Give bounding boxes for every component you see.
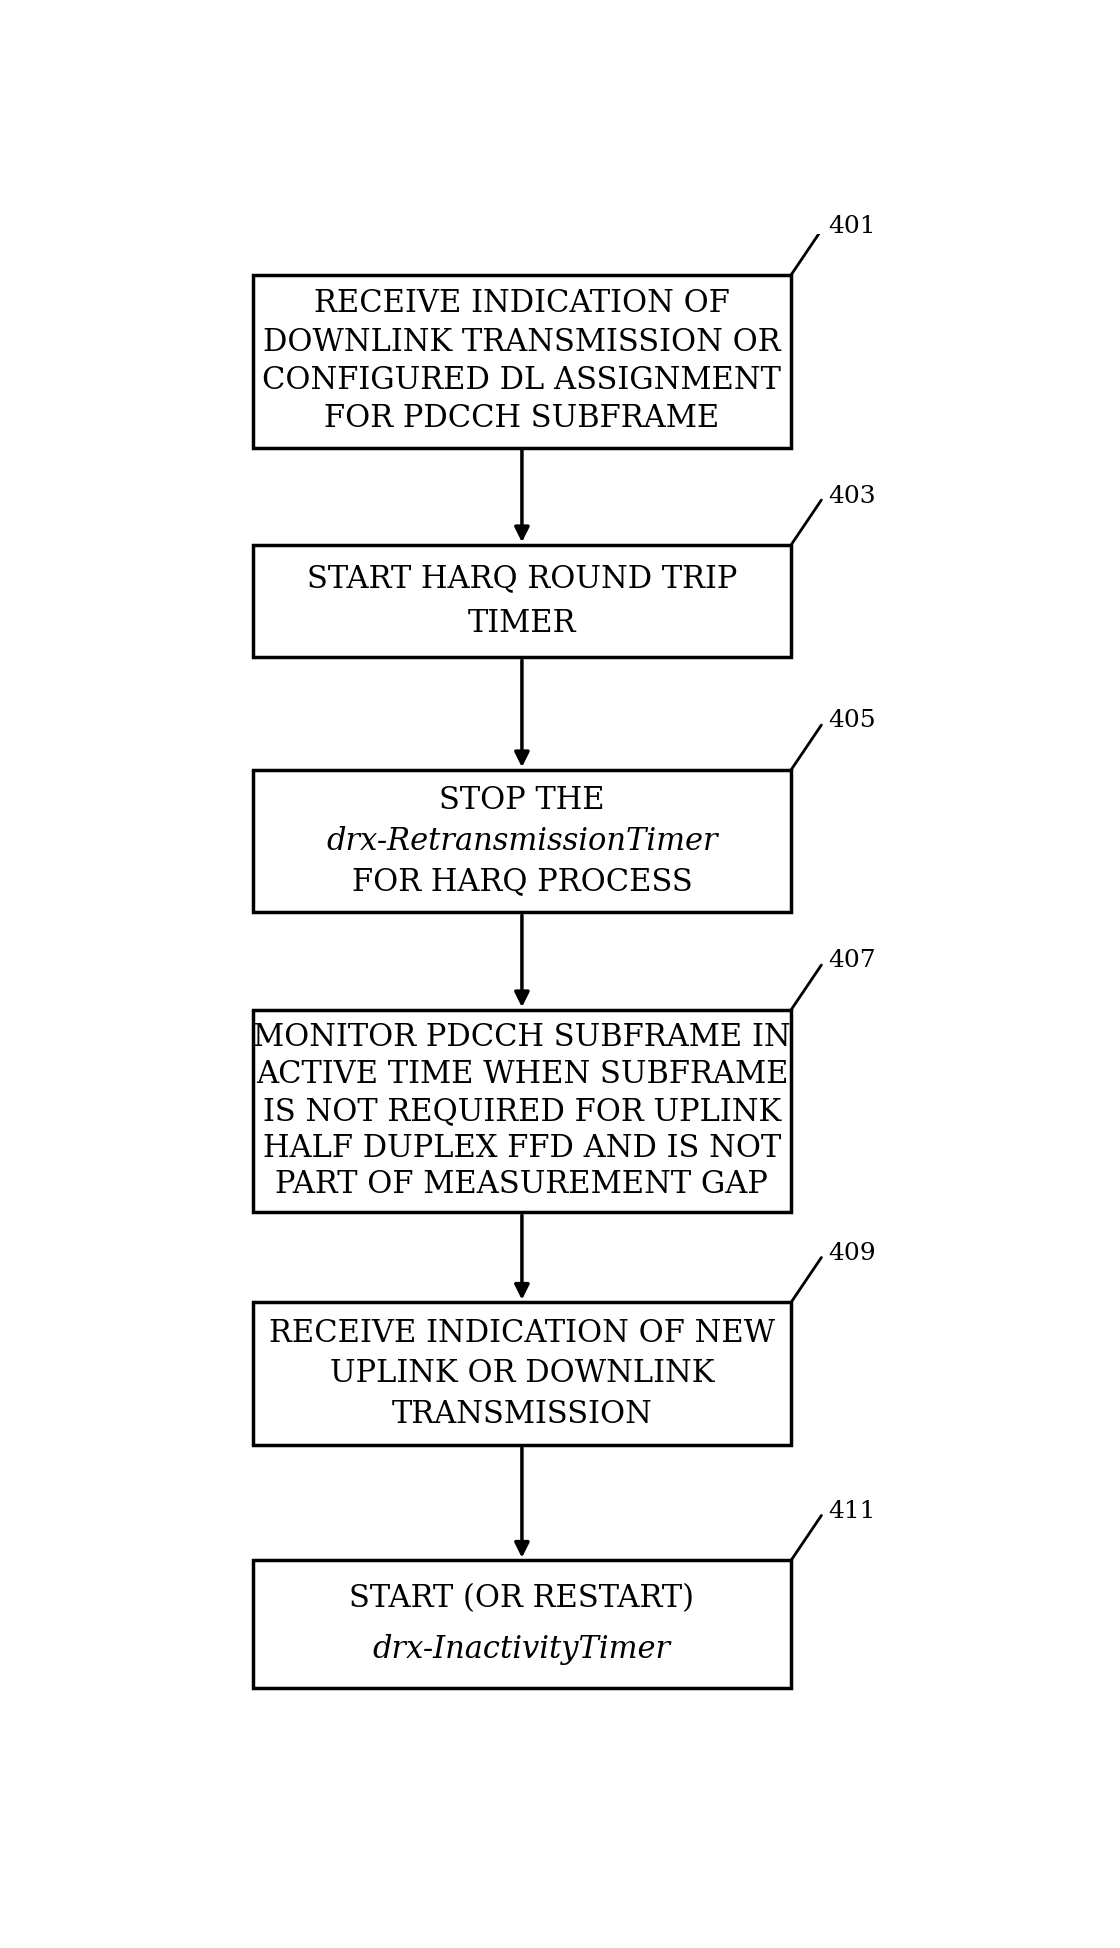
Text: drx-RetransmissionTimer: drx-RetransmissionTimer [326, 826, 718, 857]
Text: TIMER: TIMER [468, 608, 576, 639]
Text: START HARQ ROUND TRIP: START HARQ ROUND TRIP [307, 563, 737, 594]
Text: 409: 409 [829, 1243, 876, 1264]
Text: FOR HARQ PROCESS: FOR HARQ PROCESS [352, 867, 692, 898]
Text: DOWNLINK TRANSMISSION OR: DOWNLINK TRANSMISSION OR [263, 327, 781, 358]
Text: 405: 405 [829, 709, 876, 732]
Text: PART OF MEASUREMENT GAP: PART OF MEASUREMENT GAP [276, 1169, 768, 1200]
Text: HALF DUPLEX FFD AND IS NOT: HALF DUPLEX FFD AND IS NOT [263, 1132, 781, 1163]
Text: START (OR RESTART): START (OR RESTART) [349, 1584, 694, 1615]
Bar [253, 1009, 791, 1212]
Text: MONITOR PDCCH SUBFRAME IN: MONITOR PDCCH SUBFRAME IN [253, 1023, 791, 1054]
Text: RECEIVE INDICATION OF: RECEIVE INDICATION OF [314, 288, 730, 319]
Bar [253, 1560, 791, 1689]
Bar [253, 1303, 791, 1445]
Text: drx-InactivityTimer: drx-InactivityTimer [373, 1634, 671, 1666]
Text: TRANSMISSION: TRANSMISSION [392, 1399, 652, 1430]
Text: UPLINK OR DOWNLINK: UPLINK OR DOWNLINK [329, 1358, 715, 1389]
Text: IS NOT REQUIRED FOR UPLINK: IS NOT REQUIRED FOR UPLINK [263, 1095, 781, 1126]
Text: 407: 407 [829, 949, 876, 972]
Bar [253, 545, 791, 658]
Text: RECEIVE INDICATION OF NEW: RECEIVE INDICATION OF NEW [269, 1317, 775, 1348]
Text: FOR PDCCH SUBFRAME: FOR PDCCH SUBFRAME [325, 403, 719, 434]
Text: 411: 411 [829, 1500, 876, 1523]
Text: 403: 403 [829, 485, 876, 508]
Text: 401: 401 [829, 214, 876, 238]
Text: CONFIGURED DL ASSIGNMENT: CONFIGURED DL ASSIGNMENT [262, 364, 782, 395]
Text: STOP THE: STOP THE [439, 785, 605, 816]
Text: ACTIVE TIME WHEN SUBFRAME: ACTIVE TIME WHEN SUBFRAME [255, 1060, 788, 1091]
Bar [253, 769, 791, 912]
Bar [253, 275, 791, 448]
